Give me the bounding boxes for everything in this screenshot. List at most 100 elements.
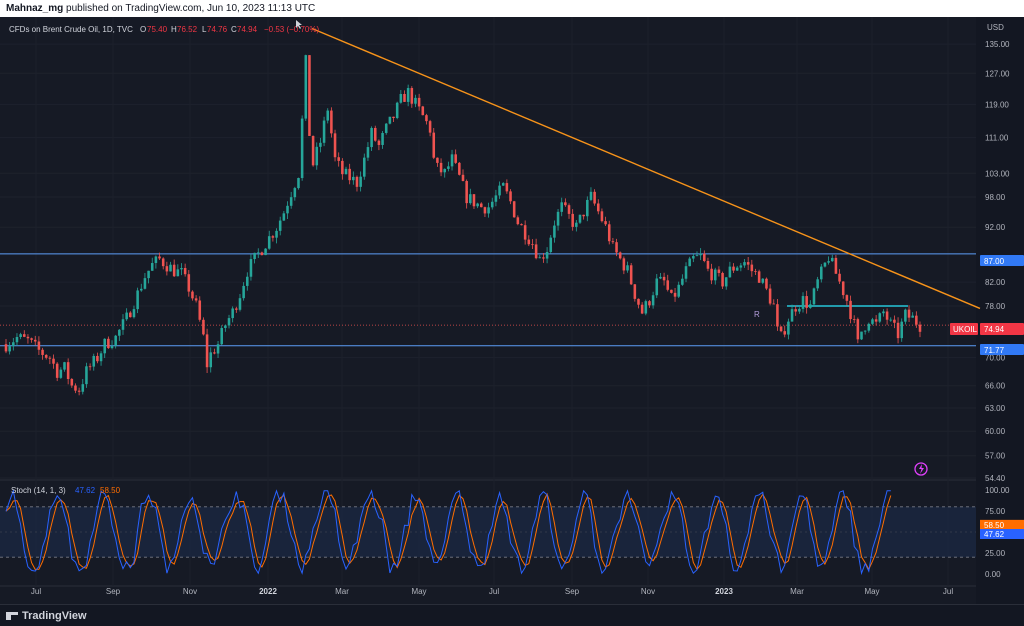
author-name[interactable]: Mahnaz_mg [6, 3, 64, 14]
candle-body [750, 264, 754, 272]
stoch-legend[interactable]: Stoch (14, 1, 3) 47.62 58.50 [11, 486, 121, 495]
candle [70, 378, 74, 388]
candle-body [765, 278, 768, 289]
candle-body [849, 300, 852, 320]
candle-body [33, 339, 37, 342]
candle [860, 331, 863, 341]
candle-body [311, 135, 315, 166]
stochastic-panel[interactable] [0, 488, 976, 576]
candle-body [633, 284, 637, 299]
candle-body [165, 266, 169, 272]
candle [633, 284, 637, 302]
candle-body [436, 157, 439, 163]
candle [366, 142, 370, 161]
y-axis-ticks: 135.00 127.00 119.00 111.00 103.00 98.00 92.00… [985, 40, 1010, 483]
candle [567, 203, 571, 219]
candle [838, 269, 841, 285]
candle [282, 210, 286, 221]
candle [783, 325, 787, 338]
candle [816, 276, 819, 292]
candle [319, 137, 322, 153]
candle-body [542, 257, 545, 259]
candle [417, 93, 421, 111]
candle [739, 262, 743, 272]
candle-body [96, 355, 99, 362]
y-tick-label: 57.00 [985, 452, 1006, 461]
candle-body [790, 309, 794, 322]
candle [863, 330, 867, 335]
candle [461, 169, 465, 182]
stoch-value-label: 58.50 [980, 519, 1024, 530]
candle-body [421, 106, 425, 116]
candle-body [30, 338, 33, 340]
footer-brand: TradingView [22, 610, 87, 622]
candle [132, 305, 136, 319]
candle [622, 256, 626, 275]
candle-body [553, 225, 556, 238]
candle-body [651, 295, 655, 306]
candle [662, 272, 666, 286]
candle-body [439, 162, 443, 173]
candle-body [326, 110, 330, 121]
candle-body [852, 319, 856, 320]
candle [337, 152, 340, 167]
candle [139, 283, 143, 292]
candle [501, 182, 505, 186]
candle [352, 171, 355, 185]
candle-body [52, 358, 55, 364]
y-tick-label: 66.00 [985, 382, 1006, 391]
high-label: H [171, 25, 177, 34]
candle-body [798, 308, 801, 312]
candle-body [761, 278, 765, 283]
candle [224, 324, 227, 332]
stoch-value-bg [980, 519, 1024, 530]
stoch-k-value: 47.62 [75, 486, 96, 495]
candle [322, 116, 326, 147]
y-tick-label: 127.00 [985, 69, 1010, 78]
candle [293, 186, 297, 201]
candle [757, 269, 761, 283]
candle [227, 314, 231, 329]
candle-body [242, 285, 245, 299]
candle [147, 270, 150, 284]
candle [59, 367, 63, 379]
candle [724, 277, 728, 290]
candle-body [359, 176, 362, 187]
candle [414, 94, 417, 108]
candle-body [695, 255, 699, 257]
candle [841, 281, 845, 299]
candle-body [315, 146, 319, 166]
candle [121, 314, 125, 335]
resistance-annotation[interactable]: R [754, 310, 760, 319]
candle-body [458, 162, 461, 175]
candle [450, 149, 454, 171]
last-price-label: UKOIL 74.94 [950, 323, 1024, 335]
candle-body [582, 214, 585, 217]
candle [66, 358, 70, 385]
tradingview-logo-icon[interactable]: TradingView [6, 610, 87, 622]
y-tick-label: 54.40 [985, 474, 1006, 483]
candle [161, 257, 165, 270]
symbol-legend[interactable]: CFDs on Brent Crude Oil, 1D, TVC O 75.40… [9, 25, 319, 34]
candle-body [893, 319, 896, 323]
candle [487, 202, 490, 218]
publish-header: Mahnaz_mg published on TradingView.com, … [0, 0, 1024, 17]
candle-body [293, 188, 297, 198]
price-axis[interactable] [976, 17, 1024, 604]
candle-body [246, 276, 249, 286]
y-tick-label: 103.00 [985, 169, 1010, 178]
stoch-value-text: 58.50 [984, 521, 1005, 530]
candle-body [147, 270, 150, 279]
candle [655, 274, 659, 299]
candle [439, 158, 443, 177]
candle-body [253, 252, 256, 260]
candle [893, 315, 896, 329]
lightning-icon[interactable] [914, 462, 928, 476]
candle-body [480, 203, 483, 208]
candle [158, 252, 161, 260]
candle [834, 255, 838, 274]
stoch-tick-label: 0.00 [985, 570, 1001, 579]
candle-body [169, 264, 172, 272]
candle [136, 287, 139, 314]
